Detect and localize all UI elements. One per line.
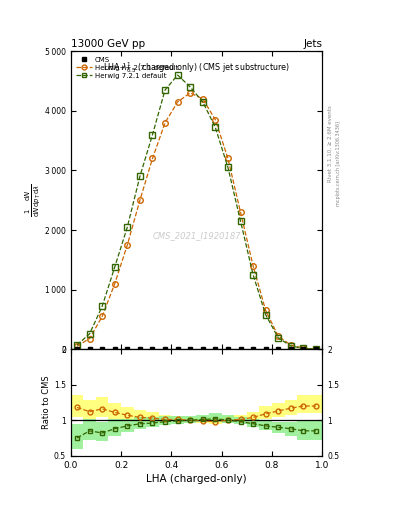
Bar — [146, 417, 159, 428]
Bar — [209, 417, 222, 424]
Bar — [71, 424, 83, 449]
Bar — [146, 412, 159, 421]
Text: mcplots.cern.ch [arXiv:1306.3436]: mcplots.cern.ch [arXiv:1306.3436] — [336, 121, 341, 206]
Bar — [310, 395, 322, 413]
Text: 13000 GeV pp: 13000 GeV pp — [71, 39, 145, 49]
Bar — [285, 400, 297, 415]
Bar — [196, 417, 209, 423]
Bar — [121, 419, 134, 432]
Bar — [285, 421, 297, 436]
Bar — [108, 419, 121, 436]
X-axis label: LHA (charged-only): LHA (charged-only) — [146, 474, 247, 484]
Bar — [272, 421, 285, 433]
Bar — [159, 415, 171, 421]
Bar — [272, 403, 285, 417]
Bar — [71, 395, 83, 417]
Bar — [297, 395, 310, 413]
Bar — [96, 397, 108, 417]
Legend: CMS, Herwig++ 2.7.1 default, Herwig 7.2.1 default: CMS, Herwig++ 2.7.1 default, Herwig 7.2.… — [74, 55, 180, 81]
Bar — [171, 416, 184, 424]
Bar — [171, 416, 184, 421]
Text: LHA $\lambda^1_{0.5}$ (charged only) (CMS jet substructure): LHA $\lambda^1_{0.5}$ (charged only) (CM… — [103, 60, 290, 75]
Bar — [184, 417, 196, 422]
Bar — [196, 415, 209, 422]
Bar — [159, 416, 171, 425]
Text: CMS_2021_I1920187: CMS_2021_I1920187 — [152, 231, 241, 241]
Bar — [234, 417, 247, 424]
Bar — [222, 416, 234, 422]
Bar — [259, 406, 272, 419]
Bar — [310, 420, 322, 440]
Bar — [209, 413, 222, 421]
Bar — [234, 415, 247, 421]
Bar — [297, 420, 310, 440]
Bar — [184, 416, 196, 423]
Bar — [83, 400, 96, 419]
Y-axis label: Ratio to CMS: Ratio to CMS — [42, 376, 51, 429]
Bar — [96, 421, 108, 441]
Bar — [134, 410, 146, 421]
Text: Jets: Jets — [303, 39, 322, 49]
Y-axis label: $\frac{1}{\mathrm{d}N}\frac{\mathrm{d}N}{\mathrm{d}p_T\,\mathrm{d}\lambda}$: $\frac{1}{\mathrm{d}N}\frac{\mathrm{d}N}… — [24, 183, 44, 217]
Bar — [259, 420, 272, 430]
Bar — [134, 417, 146, 429]
Bar — [83, 419, 96, 440]
Bar — [108, 403, 121, 419]
Text: Rivet 3.1.10, ≥ 2.6M events: Rivet 3.1.10, ≥ 2.6M events — [328, 105, 333, 182]
Bar — [247, 419, 259, 428]
Bar — [121, 408, 134, 420]
Bar — [247, 412, 259, 420]
Bar — [222, 415, 234, 423]
